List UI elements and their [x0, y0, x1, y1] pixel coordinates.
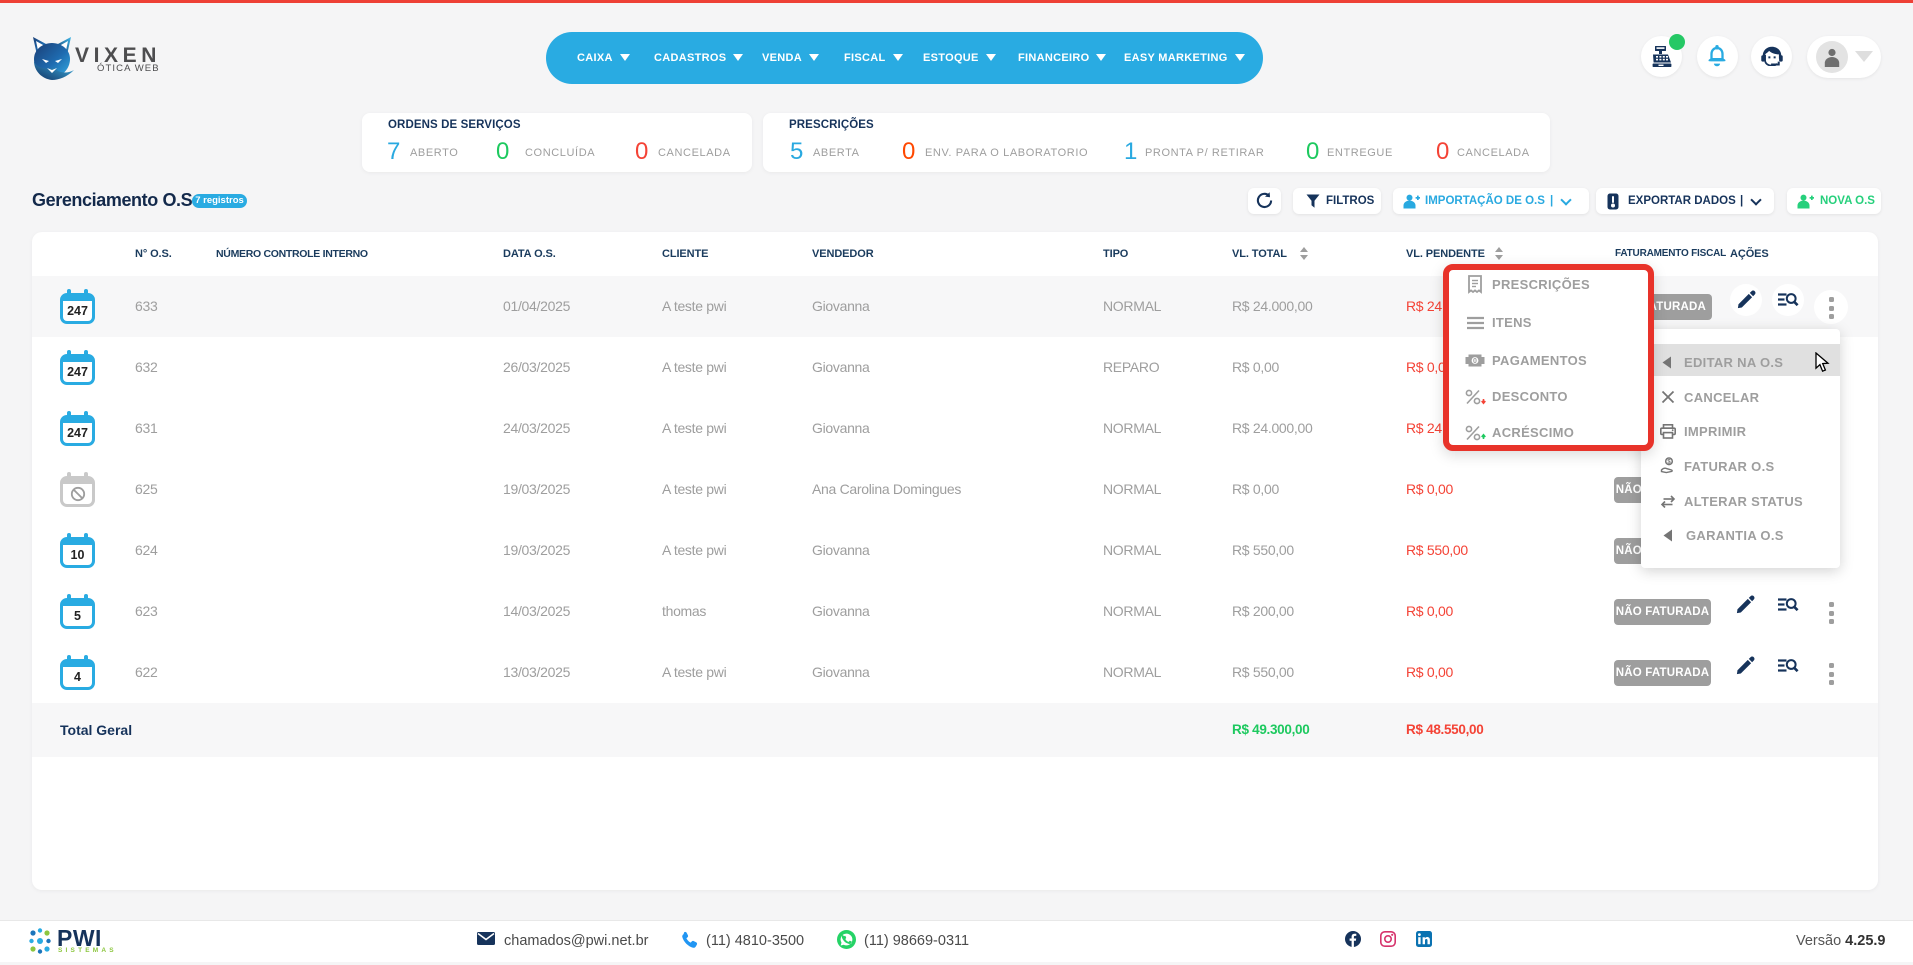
- svg-text:$: $: [1667, 459, 1671, 465]
- svg-text:0: 0: [1473, 358, 1477, 365]
